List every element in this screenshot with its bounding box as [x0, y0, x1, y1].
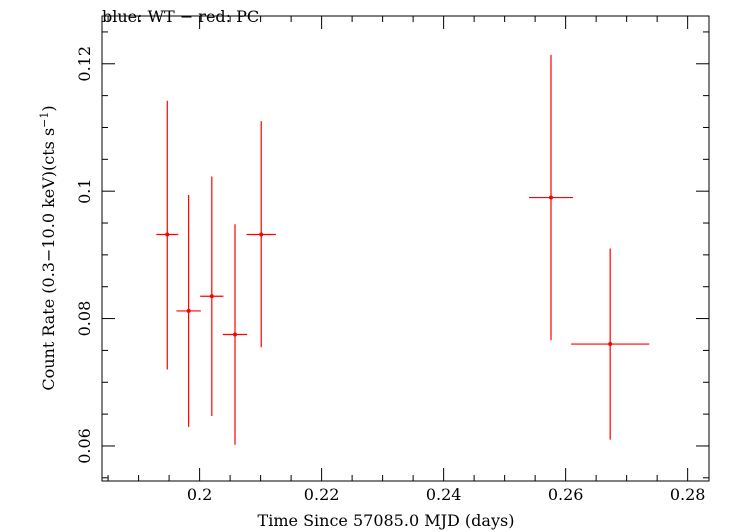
- data-point: [222, 224, 248, 445]
- y-axis-label-close: ): [39, 105, 58, 111]
- y-axis-label-exponent: −1: [38, 112, 51, 128]
- point-marker: [209, 294, 214, 299]
- y-axis-label: Count Rate (0.3−10.0 keV)(cts s−1): [38, 105, 58, 390]
- point-marker: [165, 232, 170, 237]
- point-marker: [608, 342, 613, 347]
- y-tick-label: 0.08: [75, 301, 94, 337]
- data-point: [200, 176, 224, 417]
- series-pc: [156, 54, 650, 445]
- y-tick-label: 0.1: [75, 178, 94, 203]
- y-axis-ticks: [102, 31, 709, 479]
- x-axis-tick-labels: 0.2 0.22 0.24 0.26 0.28: [187, 485, 706, 504]
- plot-frame: [101, 15, 710, 482]
- y-tick-label: 0.12: [75, 46, 94, 82]
- x-tick-label: 0.24: [426, 485, 462, 504]
- x-tick-label: 0.22: [304, 485, 340, 504]
- point-marker: [548, 195, 553, 200]
- y-axis-label-main: Count Rate (0.3−10.0 keV)(cts s: [39, 128, 58, 391]
- data-point: [571, 248, 650, 440]
- y-axis-tick-labels: 0.06 0.08 0.1 0.12: [75, 46, 94, 464]
- data-series-layer: [156, 54, 650, 445]
- x-tick-label: 0.26: [548, 485, 584, 504]
- x-axis-ticks: [107, 16, 689, 481]
- y-tick-label: 0.06: [75, 428, 94, 464]
- data-point: [529, 54, 573, 341]
- point-marker: [232, 332, 237, 337]
- point-marker: [259, 232, 264, 237]
- x-tick-label: 0.28: [670, 485, 706, 504]
- x-tick-label: 0.2: [187, 485, 212, 504]
- x-axis-label: Time Since 57085.0 MJD (days): [258, 511, 515, 530]
- data-point: [156, 100, 179, 370]
- data-point: [176, 194, 201, 427]
- point-marker: [186, 308, 191, 313]
- data-point: [246, 121, 276, 348]
